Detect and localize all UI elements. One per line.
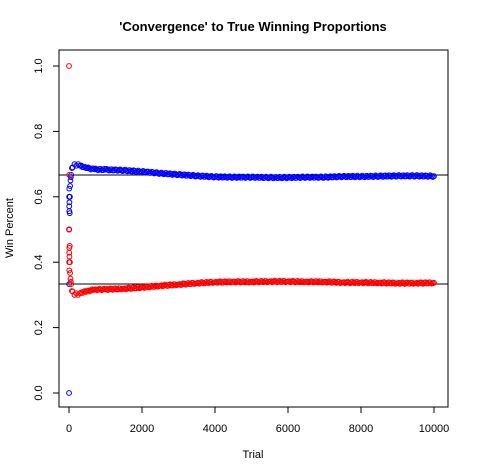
chart-title: 'Convergence' to True Winning Proportion…: [119, 19, 387, 34]
x-tick-label-1: 2000: [130, 423, 154, 435]
x-tick-label-4: 8000: [349, 423, 373, 435]
y-tick-label-2: 0.4: [33, 255, 45, 270]
y-tick-label-3: 0.6: [33, 189, 45, 204]
point-s1-13: [67, 259, 73, 266]
x-tick-label-0: 0: [66, 423, 72, 435]
x-tick-label-3: 6000: [276, 423, 300, 435]
point-s0-13: [67, 193, 73, 200]
point-s0-10: [66, 199, 73, 206]
point-s1-12: [66, 242, 73, 249]
x-axis-label: Trial: [243, 449, 264, 461]
y-tick-label-0: 0.0: [33, 385, 45, 400]
point-s1-7: [66, 267, 73, 274]
y-tick-label-4: 0.8: [33, 124, 45, 139]
data-points: [66, 63, 437, 396]
y-tick-label-5: 1.0: [33, 58, 45, 73]
point-s1-17: [68, 281, 75, 288]
point-s0-15: [67, 177, 74, 184]
point-s0-0: [66, 390, 72, 396]
point-s0-14: [67, 183, 73, 189]
x-tick-label-5: 10000: [419, 423, 450, 435]
point-s1-10: [66, 253, 73, 260]
point-s1-16: [67, 278, 74, 285]
point-s1-314: [431, 279, 437, 286]
point-s0-34: [90, 165, 97, 172]
x-tick-label-2: 4000: [203, 423, 227, 435]
point-s0-314: [431, 173, 437, 180]
point-s0-18: [69, 165, 75, 171]
point-s1-311: [427, 279, 434, 286]
plot-frame: [58, 49, 449, 408]
y-axis-label: Win Percent: [4, 198, 16, 258]
point-s0-17: [68, 171, 75, 178]
point-s0-7: [66, 185, 73, 192]
point-s1-14: [67, 270, 73, 276]
y-tick-label-1: 0.2: [33, 320, 45, 335]
point-s1-15: [67, 275, 74, 282]
point-s1-0: [66, 63, 72, 69]
point-s1-5: [66, 226, 73, 233]
reference-lines: [59, 174, 448, 285]
y-axis: 0.0 0.2 0.4 0.6 0.8 1.0: [33, 58, 60, 401]
point-s0-12: [66, 210, 73, 217]
point-s1-18: [69, 288, 75, 294]
point-s1-2: [66, 171, 73, 178]
x-axis: 0 2000 4000 6000 8000 10000: [66, 406, 450, 435]
